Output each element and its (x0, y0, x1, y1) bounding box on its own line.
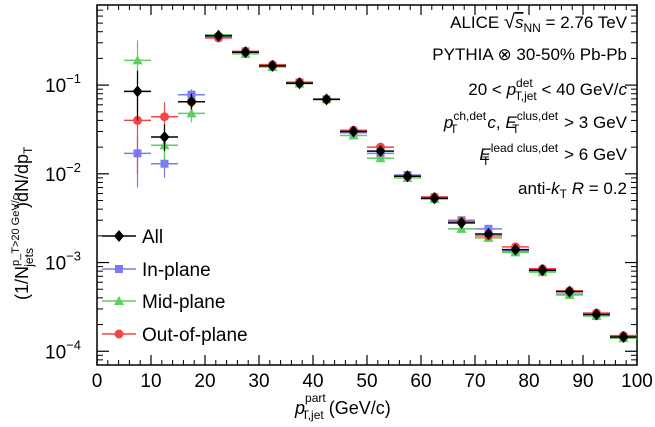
x-tick-label: 80 (518, 371, 539, 392)
all-point (429, 192, 440, 205)
legend-marker-circle (114, 329, 124, 339)
all-point (483, 227, 494, 240)
x-tick-label: 10 (140, 371, 161, 392)
x-axis-title: ppart T,jet (GeV/c) (294, 391, 391, 422)
mid-plane-point (186, 108, 197, 118)
legend-entry-all: All (102, 227, 163, 248)
annotation-line-1: ALICE √sNN = 2.76 TeV (450, 11, 628, 35)
annotation-line-5: Elead clus,det T > 6 GeV (479, 141, 627, 168)
x-tick-label: 20 (194, 371, 215, 392)
all-point (348, 125, 359, 138)
all-point (510, 243, 521, 256)
all-point (591, 308, 602, 321)
annotation-line-3: 20 < pdet T,jet < 40 GeV/c (468, 76, 627, 103)
x-tick-label: 30 (248, 371, 269, 392)
all-point (375, 145, 386, 158)
legend-entry-mid-plane: Mid-plane (102, 292, 225, 313)
ticks-layer: 0 10 20 30 40 50 60 70 80 90 100 10−4 10−3 10−2 10−1 (45, 4, 653, 392)
in-plane-point (160, 159, 169, 168)
annotation-line-2: PYTHIA ⊗ 30-50% Pb-Pb (432, 45, 627, 64)
x-tick-label: 40 (302, 371, 323, 392)
all-point (240, 46, 251, 59)
all-point (294, 77, 305, 90)
all-point (564, 285, 575, 298)
y-tick-label: 10−1 (45, 71, 81, 97)
all-point (213, 29, 224, 42)
x-tick-label: 60 (410, 371, 431, 392)
all-point (186, 95, 197, 108)
legend-label-all: All (142, 227, 163, 248)
x-tick-label: 50 (356, 371, 377, 392)
legend-marker-triangle (114, 296, 124, 305)
x-tick-label: 0 (92, 371, 103, 392)
legend: All In-plane Mid-plane Out-of-plane (102, 227, 248, 346)
out-of-plane-point (160, 112, 169, 122)
mid-plane-point (375, 153, 386, 163)
x-tick-label: 90 (572, 371, 593, 392)
legend-label-out-of-plane: Out-of-plane (142, 325, 248, 346)
all-point (132, 85, 143, 98)
mid-plane-point (132, 55, 143, 65)
all-point (159, 131, 170, 144)
legend-label-in-plane: In-plane (142, 260, 211, 281)
annotation-line-6: anti-kT R = 0.2 (518, 179, 627, 201)
all-point (321, 93, 332, 106)
y-tick-label: 10−4 (45, 337, 81, 363)
all-point (537, 264, 548, 277)
legend-entry-in-plane: In-plane (102, 260, 211, 281)
y-axis-title: (1/Np_T>20 GeV/cjets)dN/dpT (10, 146, 36, 300)
marks-layer (124, 29, 637, 343)
legend-marker-diamond (114, 230, 124, 242)
legend-marker-square (115, 265, 123, 273)
x-tick-label: 70 (464, 371, 485, 392)
all-point (456, 216, 467, 229)
annotation-block: ALICE √sNN = 2.76 TeV PYTHIA ⊗ 30-50% Pb… (432, 11, 627, 201)
legend-entry-out-of-plane: Out-of-plane (102, 325, 248, 346)
legend-label-mid-plane: Mid-plane (142, 292, 225, 313)
y-tick-label: 10−2 (45, 160, 81, 186)
x-tick-label: 100 (621, 371, 653, 392)
all-point (618, 330, 629, 343)
y-tick-label: 10−3 (45, 249, 81, 275)
all-point (402, 170, 413, 183)
all-point (267, 59, 278, 72)
